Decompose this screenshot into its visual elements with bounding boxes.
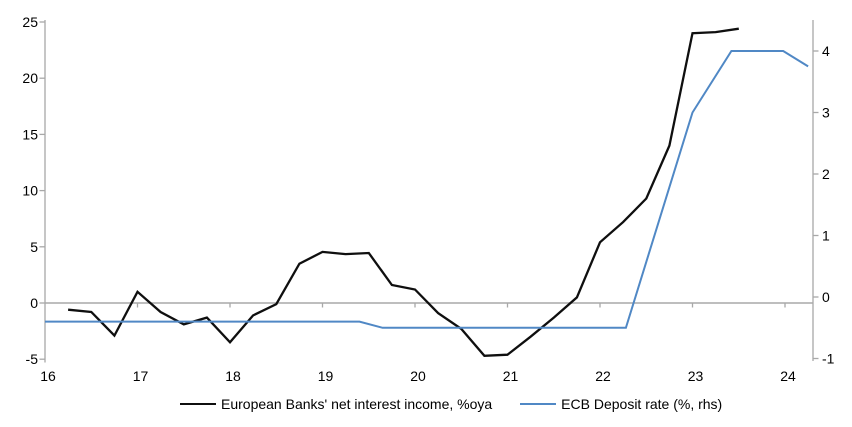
right-axis-tick-label: 1 — [822, 228, 830, 244]
chart-legend: European Banks' net interest income, %oy… — [180, 396, 722, 412]
left-axis-tick-label: 5 — [30, 239, 38, 255]
x-axis-tick-label: 18 — [225, 368, 241, 384]
left-axis-tick-label: 15 — [22, 126, 38, 142]
x-axis-tick-label: 16 — [40, 368, 56, 384]
x-axis-tick-label: 20 — [410, 368, 426, 384]
legend-item-ecb: ECB Deposit rate (%, rhs) — [520, 396, 722, 412]
x-axis-tick-label: 23 — [688, 368, 704, 384]
nii-line — [67, 27, 739, 357]
left-axis-tick-label: 0 — [30, 295, 38, 311]
x-axis-tick-label: 24 — [780, 368, 796, 384]
right-axis-tick-label: 3 — [822, 105, 830, 121]
x-axis-tick-label: 17 — [133, 368, 149, 384]
left-axis-tick-label: -5 — [26, 351, 39, 367]
left-axis-tick-label: 20 — [22, 70, 38, 86]
right-axis-tick-label: 2 — [822, 166, 830, 182]
x-axis-tick-label: 22 — [595, 368, 611, 384]
x-axis-tick-label: 21 — [503, 368, 519, 384]
ecb-line-sample-icon — [520, 403, 557, 405]
right-axis-tick-label: 0 — [822, 289, 830, 305]
nii-line-sample-icon — [180, 403, 216, 405]
legend-label-nii: European Banks' net interest income, %oy… — [221, 396, 493, 412]
legend-item-nii: European Banks' net interest income, %oy… — [180, 396, 492, 412]
right-axis-tick-label: 4 — [822, 43, 830, 59]
right-axis-tick-label: -1 — [822, 351, 835, 367]
deposit-rate-line — [45, 50, 809, 329]
left-axis-tick-label: 25 — [22, 14, 38, 30]
left-axis-tick-label: 10 — [22, 183, 38, 199]
x-axis-tick-label: 19 — [318, 368, 334, 384]
legend-label-ecb: ECB Deposit rate (%, rhs) — [561, 396, 723, 412]
